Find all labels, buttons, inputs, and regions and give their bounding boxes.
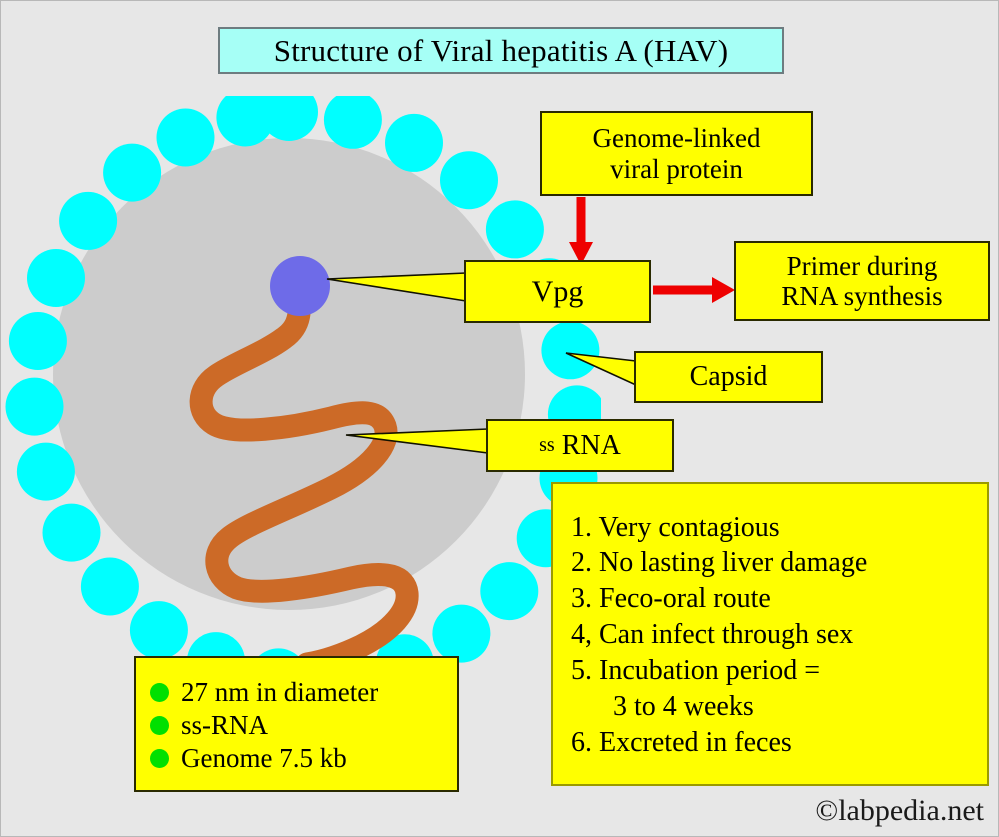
- facts-box: 27 nm in diameter ss-RNA Genome 7.5 kb: [134, 656, 459, 792]
- genome-label-line1: Genome-linked: [592, 123, 761, 154]
- page-title: Structure of Viral hepatitis A (HAV): [273, 32, 729, 68]
- list-item: ss-RNA: [150, 710, 457, 741]
- list-item: 27 nm in diameter: [150, 677, 457, 708]
- list-item: 4, Can infect through sex: [571, 619, 854, 651]
- genome-label-line2: viral protein: [610, 153, 743, 184]
- callout-ss-rna: ss RNA: [486, 419, 674, 472]
- virus-illustration: [5, 96, 601, 676]
- primer-label-line1: Primer during: [786, 250, 938, 281]
- capsid-label: Capsid: [689, 361, 768, 393]
- copyright-icon: ©: [815, 794, 839, 827]
- fact-label: ss-RNA: [181, 709, 269, 740]
- list-item-continuation: 3 to 4 weeks: [613, 690, 754, 722]
- ssrna-label-prefix: ss: [539, 434, 555, 457]
- vpg-label: Vpg: [531, 274, 584, 308]
- fact-label: Genome 7.5 kb: [181, 742, 347, 773]
- watermark: ©labpedia.net: [815, 794, 984, 828]
- fact-label: 27 nm in diameter: [181, 676, 379, 707]
- callout-genome-linked-protein: Genome-linked viral protein: [540, 111, 813, 196]
- list-item: 2. No lasting liver damage: [571, 547, 868, 579]
- ssrna-label-main: RNA: [561, 429, 621, 461]
- vpg-sphere: [270, 256, 330, 316]
- bullet-icon: [150, 748, 169, 768]
- primer-label-line2: RNA synthesis: [781, 281, 943, 311]
- bullet-icon: [150, 715, 169, 735]
- callout-vpg: Vpg: [464, 260, 651, 323]
- watermark-text: labpedia.net: [838, 794, 984, 827]
- capsid-interior: [53, 138, 525, 610]
- arrow-vpg-to-primer: [653, 277, 735, 303]
- list-item: 6. Excreted in feces: [571, 726, 792, 758]
- list-item: 3. Feco-oral route: [571, 583, 771, 615]
- list-item: 1. Very contagious: [571, 511, 780, 543]
- features-list-box: 1. Very contagious 2. No lasting liver d…: [551, 482, 989, 786]
- diagram-title-box: Structure of Viral hepatitis A (HAV): [218, 27, 784, 74]
- ssrna-strand: [189, 271, 419, 676]
- callout-capsid: Capsid: [634, 351, 823, 403]
- list-item: Genome 7.5 kb: [150, 743, 457, 774]
- callout-primer-rna-synthesis: Primer during RNA synthesis: [734, 241, 990, 321]
- list-item: 5. Incubation period =: [571, 654, 821, 686]
- bullet-icon: [150, 682, 169, 702]
